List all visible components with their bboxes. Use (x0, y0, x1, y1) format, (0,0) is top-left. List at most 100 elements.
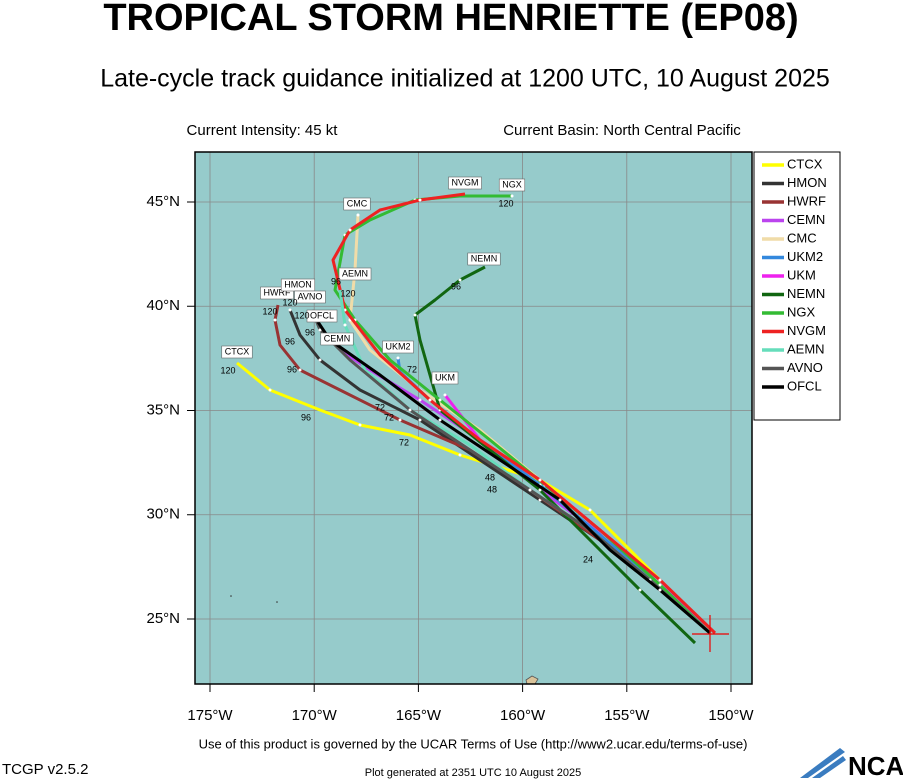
track-point (358, 423, 362, 427)
lat-label: 45°N (146, 193, 180, 210)
track-point (348, 228, 352, 232)
legend-label: UKM (787, 267, 816, 282)
track-point (443, 393, 447, 397)
lon-label: 165°W (396, 707, 442, 724)
island (276, 601, 278, 603)
title: TROPICAL STORM HENRIETTE (EP08) (103, 0, 798, 39)
model-label: OFCL (310, 310, 334, 320)
hour-label: 120 (282, 297, 297, 307)
logo-mark (800, 748, 846, 778)
hour-label: 72 (407, 364, 417, 374)
track-point (658, 583, 662, 587)
model-label: CMC (347, 198, 368, 208)
lat-label: 30°N (146, 506, 180, 523)
track-point (458, 453, 462, 457)
model-label: AEMN (342, 268, 368, 278)
track-point (318, 328, 322, 332)
model-label: UKM (435, 372, 455, 382)
model-label: HWRF (264, 287, 291, 297)
hour-label: 72 (384, 412, 394, 422)
model-label: NVGM (452, 177, 479, 187)
hour-label: 120 (220, 365, 235, 375)
legend-label: HWRF (787, 193, 826, 208)
hour-label: 24 (583, 554, 593, 564)
hour-label: 96 (305, 327, 315, 337)
label-box (498, 178, 526, 192)
hour-label: 96 (285, 336, 295, 346)
model-label: CEMN (324, 333, 351, 343)
version: TCGP v2.5.2 (2, 761, 88, 778)
intensity: Current Intensity: 45 kt (187, 122, 339, 139)
model-label: AVNO (298, 291, 323, 301)
label-box (343, 197, 371, 211)
lon-label: 170°W (292, 707, 338, 724)
track-point (510, 194, 514, 198)
track-point (658, 588, 662, 592)
label-box (306, 309, 338, 323)
track-point (528, 488, 532, 492)
track-point (418, 198, 422, 202)
legend-label: HMON (787, 175, 827, 190)
island (230, 595, 232, 597)
model-label: HMON (284, 279, 312, 289)
track-point (438, 398, 442, 402)
legend-box (753, 151, 841, 421)
hour-label: 48 (487, 484, 497, 494)
ocean (195, 152, 752, 684)
track-point (458, 278, 462, 282)
track-point (438, 418, 442, 422)
track-point (418, 398, 422, 402)
legend-label: CMC (787, 230, 817, 245)
track-point (538, 478, 542, 482)
hour-label: 96 (287, 364, 297, 374)
hour-label: 96 (301, 412, 311, 422)
legend-label: AEMN (787, 341, 825, 356)
basin: Current Basin: North Central Pacific (503, 122, 741, 139)
track-point (413, 313, 417, 317)
generated: Plot generated at 2351 UTC 10 August 202… (365, 767, 582, 779)
hour-label: 120 (340, 288, 355, 298)
legend-label: NGX (787, 304, 816, 319)
hour-label: 48 (485, 472, 495, 482)
label-box (431, 371, 459, 385)
track-point (538, 488, 542, 492)
label-box (448, 176, 482, 190)
track (331, 192, 717, 635)
lat-label: 40°N (146, 297, 180, 314)
track-point (318, 358, 322, 362)
legend-label: NEMN (787, 286, 825, 301)
subtitle: Late-cycle track guidance initialized at… (100, 65, 830, 93)
legend-label: OFCL (787, 378, 822, 393)
hour-label: 120 (262, 306, 277, 316)
label-box (294, 290, 326, 304)
track-point (428, 398, 432, 402)
track-point (396, 356, 400, 360)
terms: Use of this product is governed by the U… (199, 736, 748, 751)
lat-label: 25°N (146, 610, 180, 627)
hour-label: 72 (375, 402, 385, 412)
hour-label: 96 (331, 276, 341, 286)
legend-label: CEMN (787, 212, 825, 227)
track-point (356, 213, 360, 217)
label-box (467, 252, 501, 266)
model-label: NGX (502, 179, 522, 189)
model-label: CTCX (225, 346, 250, 356)
hour-label: 96 (451, 281, 461, 291)
lon-label: 150°W (708, 707, 754, 724)
track-point (298, 368, 302, 372)
track-point (408, 408, 412, 412)
track-point (273, 318, 277, 322)
legend-label: AVNO (787, 360, 823, 375)
track (316, 321, 711, 635)
track-point (398, 418, 402, 422)
label-box (382, 340, 414, 354)
label-box (338, 267, 372, 281)
hour-label: 72 (399, 437, 409, 447)
lat-label: 35°N (146, 401, 180, 418)
legend-label: UKM2 (787, 249, 823, 264)
model-label: UKM2 (385, 341, 410, 351)
hour-label: 120 (294, 310, 309, 320)
label-box (221, 345, 253, 359)
label-box (320, 332, 354, 346)
